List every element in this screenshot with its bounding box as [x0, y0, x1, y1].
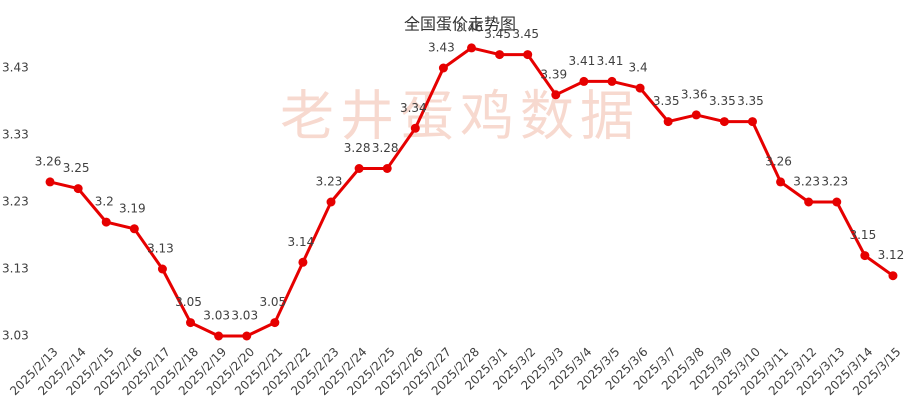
value-label: 3.34 [400, 101, 427, 115]
marker [354, 164, 364, 173]
marker [495, 50, 505, 60]
value-label: 3.14 [288, 235, 315, 249]
marker [888, 271, 898, 281]
y-tick-label: 3.33 [2, 128, 29, 142]
marker [242, 331, 252, 341]
y-tick-label: 3.23 [2, 195, 29, 209]
value-label: 3.45 [512, 27, 539, 41]
marker [157, 264, 167, 274]
marker [691, 110, 701, 120]
marker [326, 197, 336, 207]
value-label: 3.05 [259, 295, 286, 309]
marker [747, 117, 757, 127]
marker [270, 318, 280, 328]
value-label: 3.35 [737, 94, 764, 108]
marker [101, 217, 111, 227]
value-label: 3.45 [484, 27, 511, 41]
y-tick-label: 3.43 [2, 61, 29, 75]
y-tick-label: 3.13 [2, 262, 29, 276]
marker [438, 63, 448, 73]
marker [410, 123, 420, 133]
marker [663, 117, 673, 127]
value-label: 3.25 [63, 161, 90, 175]
value-label: 3.23 [793, 175, 820, 189]
value-label: 3.26 [765, 154, 792, 168]
watermark: 老井蛋鸡数据 [280, 85, 640, 148]
value-label: 3.4 [629, 61, 648, 75]
value-label: 3.2 [95, 195, 114, 209]
marker [467, 43, 476, 53]
value-label: 3.28 [344, 141, 371, 155]
marker [523, 50, 533, 60]
marker [214, 331, 224, 341]
value-label: 3.23 [316, 175, 343, 189]
value-label: 3.39 [540, 67, 567, 81]
value-label: 3.19 [119, 201, 146, 215]
marker [804, 197, 814, 207]
value-label: 3.12 [878, 248, 905, 262]
marker [719, 117, 729, 127]
value-label: 3.15 [849, 228, 876, 242]
value-label: 3.23 [821, 175, 848, 189]
marker [832, 197, 842, 207]
value-label: 3.03 [203, 309, 230, 323]
value-label: 3.35 [653, 94, 680, 108]
value-label: 3.26 [35, 154, 62, 168]
marker [776, 177, 786, 187]
marker [45, 177, 55, 187]
marker [129, 224, 139, 234]
marker [607, 76, 617, 86]
value-label: 3.28 [372, 141, 399, 155]
marker [860, 251, 870, 261]
value-label: 3.43 [428, 41, 455, 55]
marker [382, 164, 392, 173]
chart-title: 全国蛋价走势图 [404, 15, 516, 34]
marker [186, 318, 196, 328]
value-label: 3.36 [681, 87, 708, 101]
marker [551, 90, 561, 100]
value-label: 3.46 [456, 20, 483, 34]
marker [73, 184, 83, 194]
marker [635, 83, 645, 93]
value-label: 3.13 [147, 242, 174, 256]
marker [579, 76, 589, 86]
value-label: 3.41 [569, 54, 596, 68]
marker [298, 257, 308, 267]
y-tick-label: 3.03 [2, 329, 29, 343]
value-label: 3.05 [175, 295, 202, 309]
value-label: 3.41 [597, 54, 624, 68]
value-label: 3.03 [231, 309, 258, 323]
value-label: 3.35 [709, 94, 736, 108]
